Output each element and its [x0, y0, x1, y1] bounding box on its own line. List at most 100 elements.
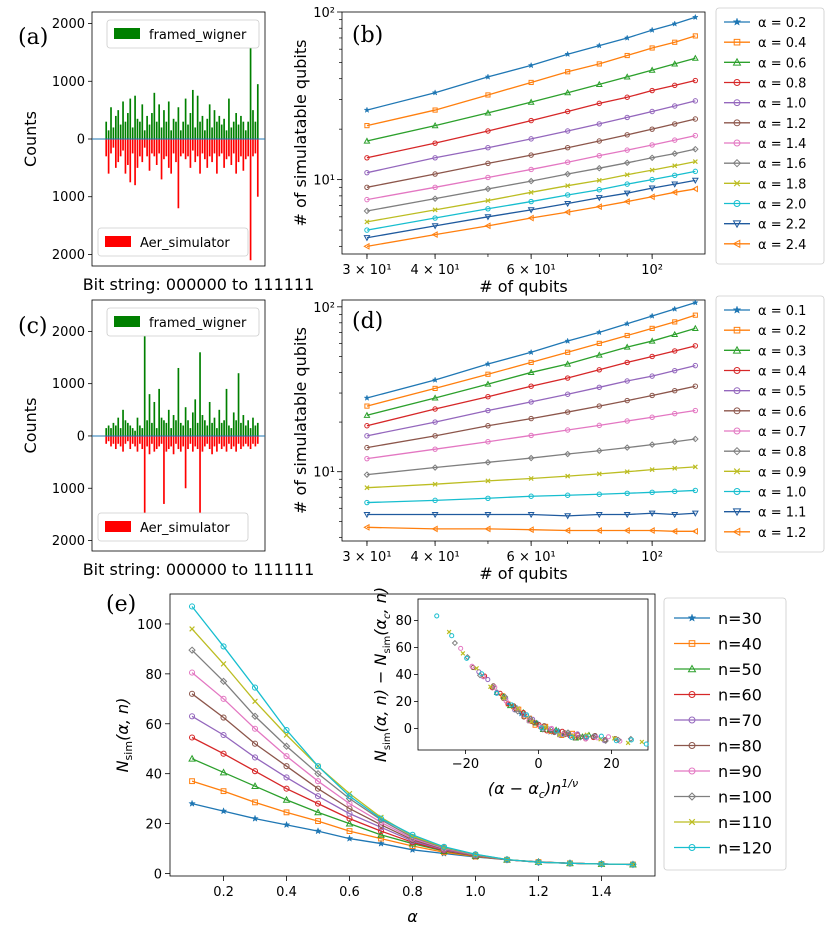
data-point: [484, 214, 492, 221]
legend-sample-marker: [732, 527, 741, 537]
bar-down: [143, 139, 146, 148]
bar-up: [151, 113, 153, 139]
x-tick-label: 10²: [641, 550, 663, 565]
x-tick-label: 20: [603, 757, 620, 772]
data-point: [528, 399, 534, 405]
y-tick-label: 1000: [52, 482, 85, 497]
data-point: [282, 795, 291, 803]
data-point: [535, 859, 542, 866]
data-point: [363, 511, 371, 519]
legend-label: α = 0.2: [758, 324, 806, 339]
bar-down: [228, 139, 230, 157]
bar-down: [170, 139, 173, 174]
data-point: [283, 763, 290, 770]
bar-up: [114, 115, 117, 139]
data-point: [624, 378, 630, 384]
data-point: [528, 432, 534, 439]
bar-up: [191, 89, 194, 139]
inset-x-part2: )n: [544, 779, 561, 798]
series-line: [366, 35, 696, 127]
data-point: [672, 39, 678, 45]
bar-down: [172, 435, 175, 455]
bar-up: [117, 110, 120, 139]
bar-up: [242, 415, 245, 436]
data-point: [672, 121, 678, 127]
series-line: [191, 606, 633, 866]
bar-up: [167, 101, 170, 139]
data-point: [528, 166, 534, 173]
bar-down: [189, 139, 192, 168]
bar-down: [240, 435, 242, 450]
data-point: [378, 835, 384, 842]
data-point: [564, 192, 571, 198]
inset-y-sub2: sim: [382, 636, 393, 654]
bar-down: [230, 435, 233, 450]
series-9: [364, 159, 698, 225]
bar-up: [160, 417, 163, 436]
legend-label-framed-wigner: framed_wigner: [149, 28, 247, 43]
data-point: [528, 359, 534, 366]
x-tick-label: 4 × 10¹: [411, 263, 460, 278]
legend-top: framed_wigner: [106, 19, 260, 49]
bar-up: [155, 121, 158, 139]
inset-point: [515, 706, 521, 711]
bar-down: [256, 435, 259, 444]
x-tick-label: 1.2: [528, 885, 549, 900]
data-point: [219, 768, 228, 776]
data-point: [485, 206, 491, 212]
bar-up: [220, 124, 223, 139]
x-axis-label: # of qubits: [479, 564, 568, 583]
bar-down: [191, 139, 194, 151]
data-point: [596, 403, 602, 409]
bar-down: [237, 435, 240, 444]
data-point: [596, 138, 602, 144]
series-2: [364, 312, 698, 409]
data-point: [595, 42, 603, 49]
legend-label: α = 1.0: [758, 486, 806, 501]
legend-swatch-red: [105, 521, 131, 532]
inset-point: [565, 732, 572, 738]
data-point: [377, 815, 385, 822]
inset-point: [553, 728, 560, 734]
bar-up: [199, 121, 201, 139]
series-8: [363, 145, 699, 215]
data-point: [528, 383, 534, 389]
series-5: [364, 362, 699, 439]
data-point: [485, 394, 491, 400]
y-label-sub: sim: [122, 741, 135, 761]
bar-down: [136, 139, 139, 168]
x-tick-label: 0.8: [402, 885, 423, 900]
bar-up: [170, 130, 173, 139]
legend-sample-marker: [733, 79, 741, 86]
bar-down: [163, 435, 165, 504]
bar-down: [194, 139, 197, 163]
series-12: [363, 185, 698, 250]
data-point: [364, 455, 370, 462]
bar-up: [247, 121, 250, 139]
data-point: [432, 171, 438, 177]
data-point: [564, 89, 572, 96]
bar-down: [110, 435, 112, 447]
legend-bottom: Aer_simulator: [97, 512, 249, 542]
data-point: [624, 397, 630, 404]
bar-up: [220, 422, 223, 436]
bar-up: [201, 415, 204, 436]
bar-up: [218, 409, 221, 436]
bar-up: [232, 412, 235, 436]
x-tick-label: 10²: [641, 263, 663, 278]
data-point: [649, 467, 655, 473]
bar-up: [230, 428, 233, 436]
bar-down: [175, 435, 177, 444]
x-tick-label: 0.4: [276, 885, 297, 900]
data-point: [364, 184, 370, 191]
data-point: [564, 360, 572, 367]
bar-up: [187, 124, 189, 139]
data-point: [363, 137, 371, 144]
data-point: [595, 164, 603, 172]
bar-up: [172, 415, 175, 436]
data-point: [432, 481, 438, 487]
data-point: [623, 73, 631, 80]
bar-down: [249, 139, 252, 261]
legend-label: n=80: [718, 737, 762, 756]
legend-sample-marker: [732, 508, 742, 517]
